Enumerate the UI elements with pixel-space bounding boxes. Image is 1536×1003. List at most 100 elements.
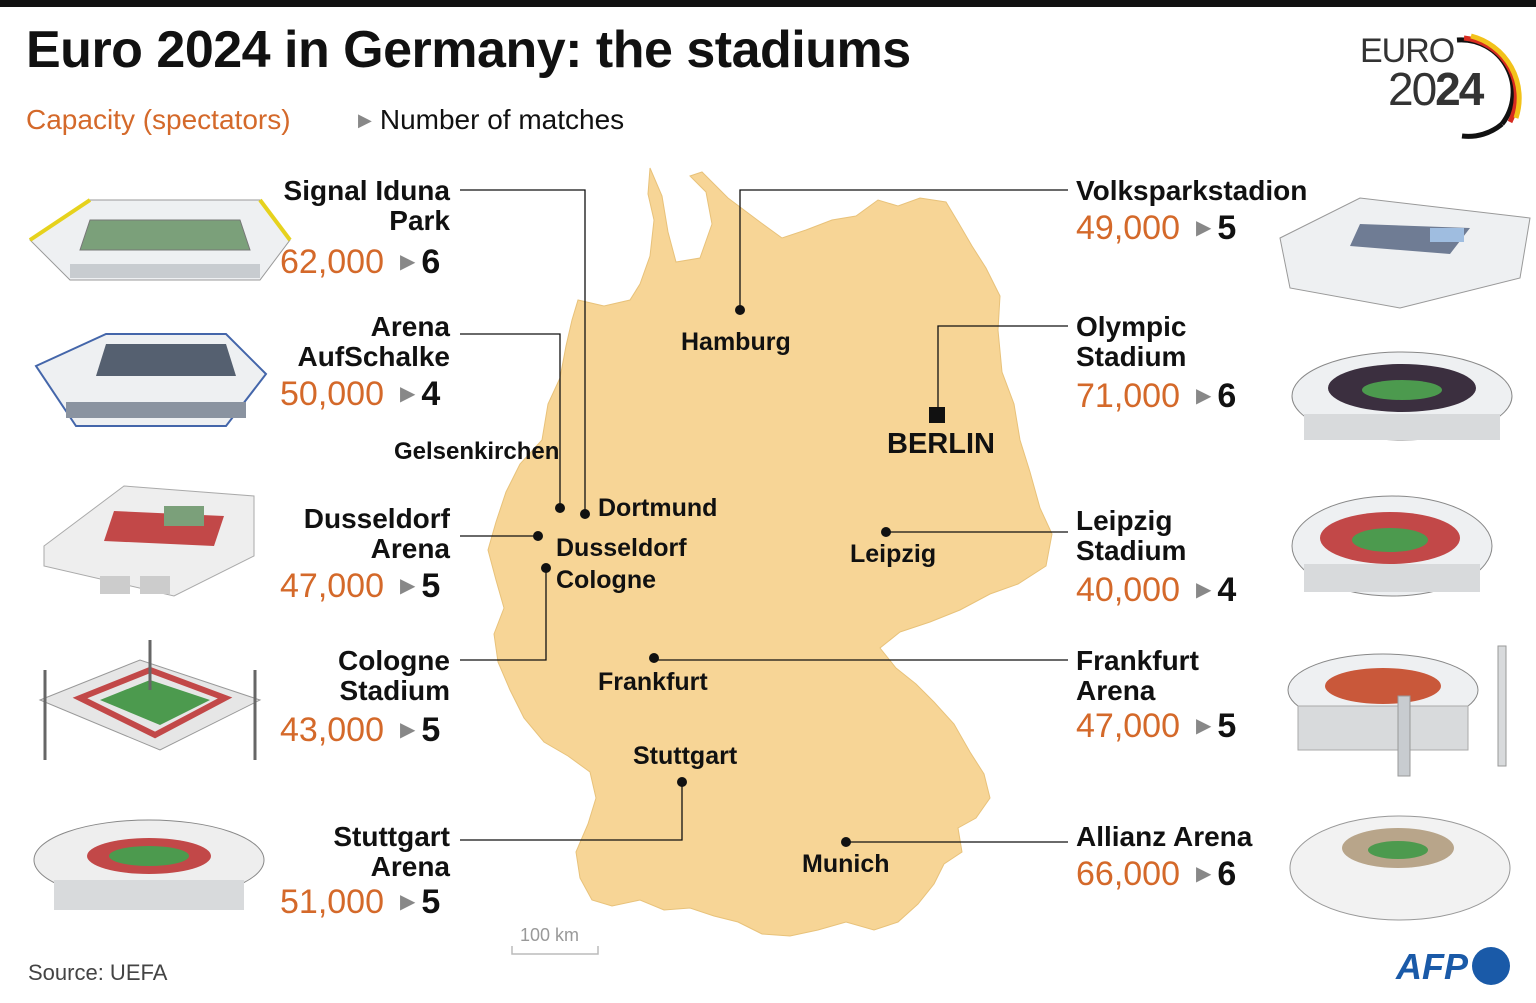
matches-value: 6	[1217, 377, 1237, 415]
page-title: Euro 2024 in Germany: the stadiums	[26, 21, 911, 79]
stat-cologne: 43,000 ▶ 5	[280, 712, 440, 748]
triangle-icon: ▶	[400, 383, 416, 405]
name-line-1: Allianz Arena	[1076, 821, 1253, 852]
capacity-value: 50,000	[280, 375, 384, 413]
stadium-name-allianz: Allianz Arena	[1076, 822, 1252, 852]
stadium-icon-munich	[1289, 815, 1511, 921]
name-line-1: Volksparkstadion	[1076, 175, 1308, 206]
name-line-2: Park	[389, 205, 450, 236]
capacity-value: 43,000	[280, 711, 384, 749]
capacity-value: 49,000	[1076, 209, 1180, 247]
dot-dortmund	[580, 509, 590, 519]
name-line-2: Arena	[370, 533, 450, 564]
afp-logo: AFP	[1396, 946, 1468, 987]
leader-cologne	[460, 568, 547, 661]
capacity-value: 40,000	[1076, 571, 1180, 609]
logo-year-b: 24	[1435, 63, 1484, 115]
stat-signal-iduna: 62,000 ▶ 6	[280, 244, 440, 280]
name-line-1: Stuttgart	[333, 821, 450, 852]
legend-capacity: Capacity (spectators)	[26, 104, 291, 135]
triangle-icon: ▶	[1196, 579, 1212, 601]
square-berlin	[929, 407, 945, 423]
triangle-icon: ▶	[358, 110, 372, 130]
stadium-name-aufschalke: Arena AufSchalke	[298, 312, 451, 372]
name-line-1: Arena	[370, 311, 450, 342]
scale-bar	[511, 946, 599, 955]
dot-hamburg	[735, 305, 745, 315]
top-rule	[0, 0, 1536, 7]
logo-year: 2024	[1388, 62, 1484, 116]
stadium-name-leipzig: Leipzig Stadium	[1076, 506, 1186, 566]
callout-lines	[460, 189, 1068, 843]
triangle-icon: ▶	[1196, 217, 1212, 239]
stat-leipzig: 40,000 ▶ 4	[1076, 572, 1236, 608]
triangle-icon: ▶	[400, 891, 416, 913]
logo-year-a: 20	[1388, 63, 1437, 115]
stat-volksparkstadion: 49,000 ▶ 5	[1076, 210, 1236, 246]
name-line-1: Olympic	[1076, 311, 1187, 342]
city-label-munich: Munich	[802, 850, 890, 878]
triangle-icon: ▶	[400, 719, 416, 741]
city-label-dortmund: Dortmund	[598, 494, 718, 522]
dot-cologne	[541, 563, 551, 573]
matches-value: 5	[1217, 707, 1237, 745]
stat-stuttgart: 51,000 ▶ 5	[280, 884, 440, 920]
logo-euro-text: EURO	[1360, 32, 1455, 70]
stadium-icon-hamburg	[1279, 197, 1531, 309]
stat-allianz: 66,000 ▶ 6	[1076, 856, 1236, 892]
stadium-name-dusseldorf: Dusseldorf Arena	[304, 504, 450, 564]
triangle-icon: ▶	[400, 251, 416, 273]
stadium-icon-schalke	[34, 333, 268, 427]
city-label-leipzig: Leipzig	[850, 540, 937, 568]
capacity-value: 51,000	[280, 883, 384, 921]
dot-leipzig	[881, 527, 891, 537]
stat-aufschalke: 50,000 ▶ 4	[280, 376, 440, 412]
stadium-illustrations	[28, 197, 1531, 921]
name-line-2: AufSchalke	[297, 341, 451, 372]
capacity-value: 47,000	[1076, 707, 1180, 745]
name-line-2: Stadium	[1076, 341, 1187, 372]
matches-value: 6	[1217, 855, 1237, 893]
stadium-icon-stuttgart	[33, 819, 265, 910]
logo-rings-icon	[1456, 33, 1522, 139]
dot-munich	[841, 837, 851, 847]
stadium-name-frankfurt: Frankfurt Arena	[1076, 646, 1199, 706]
stat-olympic: 71,000 ▶ 6	[1076, 378, 1236, 414]
matches-value: 5	[421, 567, 441, 605]
city-label-stuttgart: Stuttgart	[633, 742, 738, 770]
name-line-1: Signal Iduna	[283, 175, 450, 206]
name-line-1: Dusseldorf	[303, 503, 450, 534]
euro-2024-logo: EURO 2024	[1352, 24, 1522, 144]
matches-value: 4	[421, 375, 441, 413]
triangle-icon: ▶	[1196, 715, 1212, 737]
city-label-berlin: BERLIN	[887, 428, 995, 460]
dot-gelsenkirchen	[555, 503, 565, 513]
legend-matches: ▶ Number of matches	[358, 104, 624, 136]
capacity-value: 71,000	[1076, 377, 1180, 415]
triangle-icon: ▶	[1196, 863, 1212, 885]
leader-dortmund	[460, 189, 586, 514]
stadium-name-volksparkstadion: Volksparkstadion	[1076, 176, 1307, 206]
stat-frankfurt: 47,000 ▶ 5	[1076, 708, 1236, 744]
name-line-2: Arena	[1076, 675, 1156, 706]
city-markers	[533, 305, 945, 847]
stat-dusseldorf: 47,000 ▶ 5	[280, 568, 440, 604]
matches-value: 5	[421, 711, 441, 749]
stadium-icon-frankfurt	[1287, 645, 1507, 777]
name-line-2: Stadium	[339, 675, 450, 706]
leader-berlin	[937, 325, 1068, 412]
city-label-cologne: Cologne	[556, 566, 656, 594]
capacity-value: 66,000	[1076, 855, 1180, 893]
capacity-value: 47,000	[280, 567, 384, 605]
matches-value: 5	[1217, 209, 1237, 247]
stadium-name-signal-iduna: Signal Iduna Park	[284, 176, 450, 236]
source-note: Source: UEFA	[28, 960, 168, 985]
scale-label: 100 km	[520, 925, 580, 945]
matches-value: 6	[421, 243, 441, 281]
afp-logo-dot	[1472, 947, 1510, 985]
stadium-icon-berlin	[1291, 351, 1513, 441]
name-line-1: Frankfurt	[1076, 645, 1199, 676]
city-label-hamburg: Hamburg	[681, 328, 791, 356]
name-line-1: Leipzig	[1076, 505, 1173, 536]
name-line-2: Arena	[370, 851, 450, 882]
